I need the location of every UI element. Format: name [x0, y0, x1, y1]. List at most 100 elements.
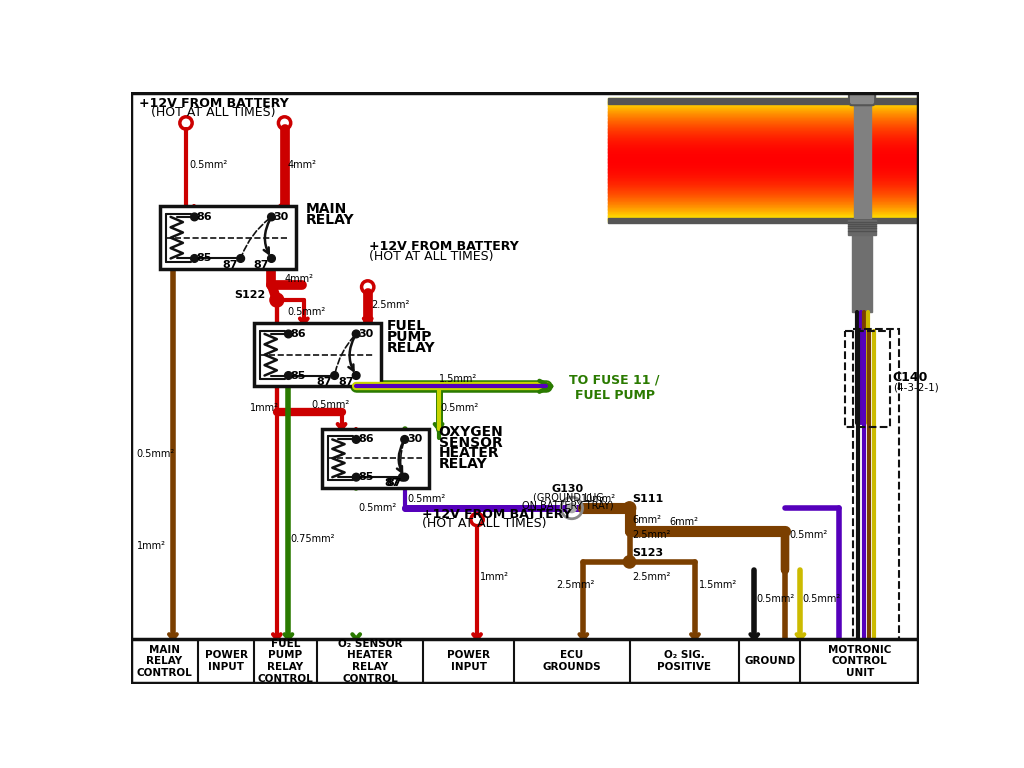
- Bar: [608, 128, 920, 130]
- Bar: [608, 176, 920, 177]
- Bar: [608, 194, 920, 195]
- Circle shape: [624, 502, 636, 514]
- Bar: [608, 158, 920, 160]
- Text: 4mm²: 4mm²: [288, 161, 316, 170]
- Bar: [608, 161, 920, 162]
- Bar: [608, 146, 920, 147]
- Text: 85: 85: [291, 370, 306, 380]
- Text: 30: 30: [407, 435, 422, 445]
- Bar: [608, 187, 920, 188]
- Bar: [608, 184, 920, 186]
- Bar: [608, 193, 920, 194]
- Bar: [608, 199, 920, 200]
- Bar: [608, 214, 920, 215]
- Text: FUEL: FUEL: [387, 319, 426, 333]
- Bar: [608, 114, 920, 115]
- Circle shape: [270, 293, 284, 307]
- Text: 4mm²: 4mm²: [285, 274, 313, 284]
- Bar: [608, 106, 920, 108]
- Bar: [608, 157, 920, 159]
- Circle shape: [352, 330, 360, 338]
- Text: POWER
INPUT: POWER INPUT: [205, 650, 248, 672]
- Bar: [608, 164, 920, 165]
- Text: FUEL
PUMP
RELAY
CONTROL: FUEL PUMP RELAY CONTROL: [257, 639, 313, 684]
- Text: S123: S123: [633, 548, 664, 558]
- Bar: [608, 200, 920, 201]
- Bar: [608, 169, 920, 170]
- Bar: [608, 202, 920, 204]
- Bar: [608, 118, 920, 120]
- Bar: [608, 200, 920, 202]
- Bar: [608, 207, 920, 209]
- Text: 86: 86: [197, 212, 212, 222]
- Text: RELAY: RELAY: [387, 341, 435, 355]
- Bar: [608, 212, 920, 214]
- Circle shape: [567, 503, 577, 512]
- Text: OXYGEN: OXYGEN: [438, 425, 504, 439]
- Bar: [608, 141, 920, 142]
- Text: 87: 87: [387, 478, 402, 488]
- Bar: [608, 192, 920, 194]
- Text: 0.5mm²: 0.5mm²: [189, 161, 227, 170]
- Bar: [608, 130, 920, 131]
- Bar: [608, 187, 920, 189]
- Bar: [608, 218, 920, 220]
- Bar: [608, 137, 920, 138]
- Bar: [608, 181, 920, 183]
- Bar: [608, 152, 920, 154]
- Bar: [853, 329, 899, 641]
- Bar: [608, 170, 920, 172]
- Bar: [608, 201, 920, 203]
- Bar: [608, 163, 920, 164]
- Text: (HOT AT ALL TIMES): (HOT AT ALL TIMES): [370, 250, 494, 263]
- Text: 87: 87: [338, 376, 354, 386]
- Bar: [608, 153, 920, 154]
- Bar: [608, 101, 920, 103]
- Text: MOTRONIC
CONTROL
UNIT: MOTRONIC CONTROL UNIT: [828, 644, 892, 678]
- Bar: [608, 127, 920, 128]
- Bar: [608, 109, 920, 111]
- Bar: [608, 174, 920, 175]
- Text: 0.5mm²: 0.5mm²: [803, 594, 841, 604]
- Bar: [608, 170, 920, 171]
- Bar: [608, 168, 920, 170]
- Text: 87: 87: [254, 260, 269, 270]
- Circle shape: [190, 255, 199, 263]
- Bar: [608, 141, 920, 143]
- Text: RELAY: RELAY: [305, 213, 354, 227]
- Bar: [608, 155, 920, 157]
- Bar: [608, 124, 920, 126]
- Bar: [608, 143, 920, 144]
- Bar: [608, 211, 920, 213]
- Bar: [608, 183, 920, 184]
- Bar: [608, 186, 920, 187]
- Circle shape: [267, 213, 275, 220]
- Bar: [608, 167, 920, 169]
- Text: 0.5mm²: 0.5mm²: [788, 530, 827, 540]
- Text: O₂ SENSOR
HEATER
RELAY
CONTROL: O₂ SENSOR HEATER RELAY CONTROL: [338, 639, 402, 684]
- Bar: [608, 150, 920, 151]
- Text: (HOT AT ALL TIMES): (HOT AT ALL TIMES): [152, 107, 276, 120]
- Bar: [608, 154, 920, 155]
- Bar: [608, 148, 920, 150]
- Bar: [608, 217, 920, 218]
- Text: +12V FROM BATTERY: +12V FROM BATTERY: [139, 98, 289, 111]
- Bar: [160, 206, 296, 270]
- Circle shape: [624, 556, 636, 568]
- Text: 1mm²: 1mm²: [250, 403, 279, 413]
- Bar: [608, 190, 920, 192]
- Bar: [608, 111, 920, 113]
- Text: 6mm²: 6mm²: [633, 515, 662, 525]
- Bar: [608, 198, 920, 200]
- Bar: [608, 121, 920, 122]
- Bar: [608, 129, 920, 131]
- Text: 2.5mm²: 2.5mm²: [632, 572, 670, 582]
- Circle shape: [352, 473, 360, 481]
- Bar: [608, 131, 920, 132]
- Bar: [608, 133, 920, 134]
- Bar: [608, 178, 920, 180]
- Bar: [608, 172, 920, 174]
- Bar: [608, 100, 920, 101]
- Bar: [608, 195, 920, 197]
- Bar: [608, 116, 920, 118]
